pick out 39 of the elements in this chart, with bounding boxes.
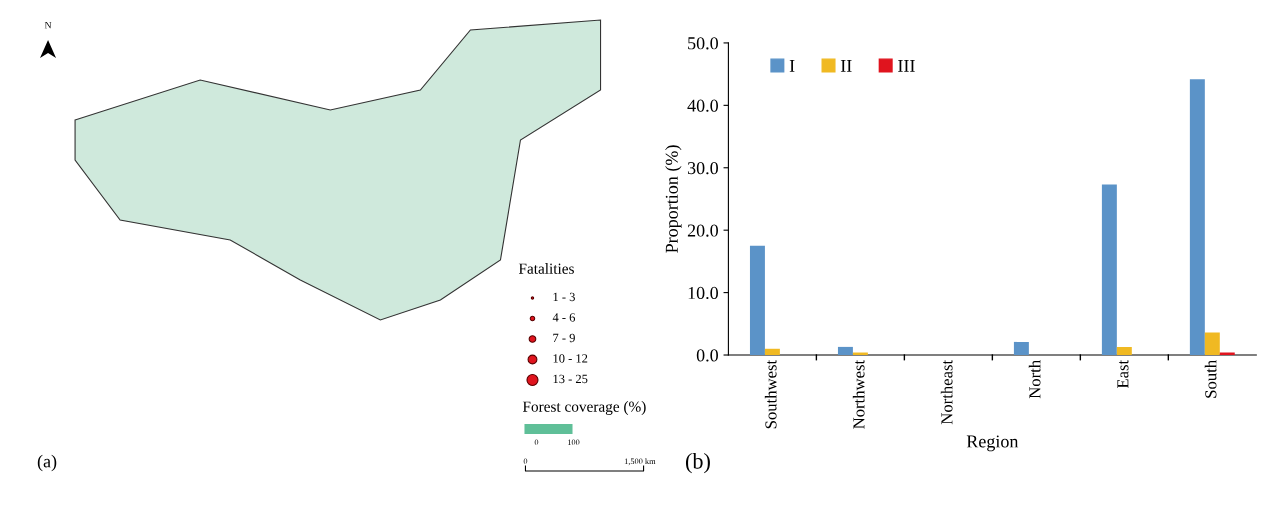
text: N [44,21,52,29]
bar [749,245,765,356]
y-axis-title: Proportion (%) [665,145,682,253]
text: (a) [37,454,57,472]
text: 7 - 9 [553,333,575,343]
x-tick-label: Northeast [940,359,953,425]
x-tick-label: Southwest [764,359,777,429]
y-tick-label: 40.0 [687,99,718,112]
text: 0 [523,458,528,465]
y-tick-label: 50.0 [688,37,718,50]
x-tick-label: Northwest [852,359,865,429]
bar [1116,346,1132,356]
bar [837,346,853,356]
bar [1013,341,1029,356]
legend-label: I [789,59,795,72]
y-tick-label: 20.0 [687,224,718,237]
text: 100 [568,439,580,446]
text: Fatalities [518,263,574,274]
y-tick-label: 0.0 [696,349,718,362]
text: (b) [685,453,710,474]
bar [1189,79,1205,356]
bar [1101,184,1117,356]
legend-label: II [840,59,852,72]
bar [764,348,780,356]
text: 1 - 3 [553,292,575,302]
y-tick-label: 30.0 [687,162,718,175]
legend-label: III [898,59,915,72]
text: 0 [534,439,539,446]
bar [1204,332,1220,356]
text: 13 - 25 [553,374,588,384]
y-tick-label: 10.0 [688,286,718,300]
text: 1,500 km [624,458,656,466]
x-tick-label: South [1204,360,1217,398]
x-tick-label: North [1028,360,1041,399]
text: 4 - 6 [552,313,576,322]
text: 10 - 12 [553,354,588,363]
text: Forest coverage (%) [522,401,646,415]
x-axis-title: Region [966,435,1019,452]
x-tick-label: East [1117,359,1129,389]
